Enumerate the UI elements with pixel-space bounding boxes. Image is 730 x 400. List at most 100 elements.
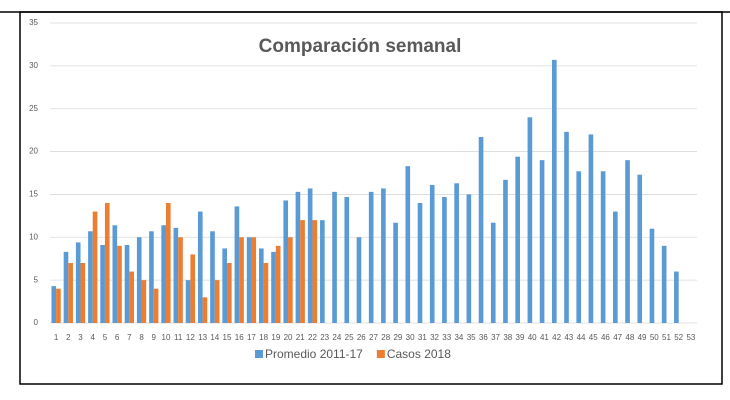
bar [88, 231, 93, 323]
bar [251, 237, 257, 323]
x-tick-label: 42 [552, 333, 561, 342]
legend-label: Promedio 2011-17 [265, 347, 363, 361]
bar [210, 231, 215, 323]
bar [149, 231, 154, 323]
x-tick-label: 52 [674, 333, 683, 342]
bar [312, 220, 318, 323]
x-tick-label: 10 [162, 333, 171, 342]
bar [393, 222, 398, 323]
bar [588, 134, 594, 323]
x-tick-label: 39 [516, 333, 525, 342]
y-tick-label: 5 [34, 275, 39, 284]
x-tick-label: 17 [247, 333, 256, 342]
bar [417, 203, 423, 323]
bar [161, 225, 166, 323]
bar [141, 280, 147, 323]
x-tick-label: 4 [90, 333, 95, 342]
x-tick-label: 32 [430, 333, 439, 342]
y-tick-label: 0 [34, 318, 39, 327]
x-tick-label: 41 [540, 333, 549, 342]
bar [153, 288, 159, 323]
bar [234, 206, 240, 323]
x-tick-label: 24 [332, 333, 341, 342]
x-tick-label: 7 [127, 333, 132, 342]
bar [68, 263, 73, 323]
bar [600, 171, 606, 323]
bar [429, 185, 435, 323]
bar [551, 59, 557, 323]
bar [173, 227, 179, 323]
bar [539, 160, 545, 323]
bar [165, 203, 171, 323]
y-tick-label: 35 [29, 18, 38, 27]
bar [515, 156, 520, 323]
bar [564, 131, 569, 323]
bar [271, 251, 276, 323]
bar [92, 211, 98, 323]
x-tick-label: 48 [625, 333, 634, 342]
x-tick-label: 53 [686, 333, 695, 342]
x-tick-label: 50 [650, 333, 659, 342]
x-tick-label: 34 [454, 333, 463, 342]
x-tick-label: 30 [406, 333, 415, 342]
x-tick-label: 25 [345, 333, 354, 342]
bar [405, 166, 411, 323]
bar [527, 117, 533, 324]
x-tick-label: 33 [442, 333, 451, 342]
bar [117, 245, 122, 323]
bar [649, 228, 655, 323]
x-tick-label: 44 [577, 333, 586, 342]
x-tick-label: 51 [662, 333, 671, 342]
x-tick-label: 38 [503, 333, 512, 342]
bar [56, 288, 61, 323]
bar [263, 263, 269, 323]
x-tick-label: 28 [381, 333, 390, 342]
x-tick-label: 43 [564, 333, 573, 342]
x-tick-label: 20 [284, 333, 293, 342]
bar [613, 211, 618, 323]
bar [503, 179, 508, 323]
x-tick-label: 3 [78, 333, 83, 342]
bar [227, 263, 232, 323]
bar [661, 245, 667, 323]
bar [283, 200, 289, 323]
bar [478, 137, 484, 323]
bar [51, 286, 57, 323]
legend-swatch [376, 350, 385, 358]
bar [80, 263, 86, 323]
y-tick-label: 20 [29, 147, 38, 156]
bar [178, 237, 183, 323]
bar [100, 245, 105, 323]
bar [112, 225, 118, 323]
x-tick-label: 16 [235, 333, 244, 342]
x-tick-label: 19 [271, 333, 280, 342]
x-tick-label: 45 [589, 333, 598, 342]
x-tick-label: 11 [174, 333, 183, 342]
x-tick-label: 21 [296, 333, 305, 342]
bar [674, 271, 679, 323]
x-tick-label: 35 [467, 333, 476, 342]
x-tick-label: 5 [103, 333, 108, 342]
x-tick-label: 31 [418, 333, 427, 342]
y-tick-label: 15 [29, 190, 38, 199]
bar [288, 237, 293, 323]
x-tick-label: 27 [369, 333, 378, 342]
bar [104, 203, 110, 323]
x-tick-label: 29 [393, 333, 402, 342]
x-tick-label: 26 [357, 333, 366, 342]
y-tick-label: 30 [29, 61, 38, 70]
x-tick-label: 13 [198, 333, 207, 342]
bar [356, 237, 362, 323]
bar [275, 245, 281, 323]
bar [454, 183, 459, 323]
bar [381, 188, 386, 323]
x-tick-label: 40 [528, 333, 537, 342]
bar [300, 220, 305, 323]
bar [246, 237, 252, 323]
bar [442, 197, 447, 323]
bar [63, 251, 69, 323]
bar [637, 174, 643, 323]
x-tick-label: 8 [139, 333, 144, 342]
